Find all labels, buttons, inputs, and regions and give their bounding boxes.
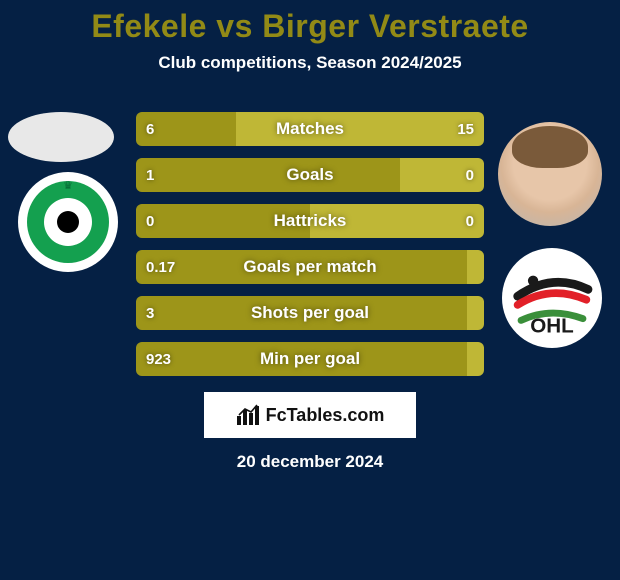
stat-value-left: 3 xyxy=(146,296,154,330)
left-column: ♛ xyxy=(0,112,130,392)
stat-label: Matches xyxy=(136,112,484,146)
player2-hair xyxy=(512,126,588,168)
crown-icon: ♛ xyxy=(63,179,73,192)
right-column: OHL xyxy=(490,112,620,392)
player2-club-badge: OHL xyxy=(502,248,602,348)
main-row: ♛ OHL Ma xyxy=(0,112,620,392)
page-title: Efekele vs Birger Verstraete xyxy=(0,0,620,45)
stat-value-right: 15 xyxy=(457,112,474,146)
ohl-logo-icon: OHL xyxy=(509,255,595,341)
stat-label: Goals per match xyxy=(136,250,484,284)
club1-ring: ♛ xyxy=(27,181,109,263)
stat-bars: Matches615Goals10Hattricks00Goals per ma… xyxy=(136,112,484,388)
comparison-card: Efekele vs Birger Verstraete Club compet… xyxy=(0,0,620,580)
stat-row: Hattricks0 0 xyxy=(136,204,484,238)
player2-avatar xyxy=(498,122,602,226)
watermark-text: FcTables.com xyxy=(266,405,385,426)
club1-center xyxy=(44,198,92,246)
fctables-logo-icon xyxy=(236,404,260,426)
stat-label: Goals xyxy=(136,158,484,192)
stat-row: Goals per match0.17 xyxy=(136,250,484,284)
club1-dot xyxy=(57,211,79,233)
stat-value-left: 0.17 xyxy=(146,250,175,284)
stat-value-left: 923 xyxy=(146,342,171,376)
stat-row: Shots per goal3 xyxy=(136,296,484,330)
watermark: FcTables.com xyxy=(204,392,416,438)
stat-value-left: 0 xyxy=(146,204,154,238)
comparison-date: 20 december 2024 xyxy=(0,452,620,472)
player1-club-badge: ♛ xyxy=(18,172,118,272)
club2-text: OHL xyxy=(530,314,574,337)
stat-row: Goals1 0 xyxy=(136,158,484,192)
stat-value-left: 6 xyxy=(146,112,154,146)
stat-value-right: 0 xyxy=(466,204,474,238)
page-subtitle: Club competitions, Season 2024/2025 xyxy=(0,53,620,73)
stat-value-right: 0 xyxy=(466,158,474,192)
stat-row: Min per goal923 xyxy=(136,342,484,376)
stat-row: Matches6 15 xyxy=(136,112,484,146)
stat-value-left: 1 xyxy=(146,158,154,192)
stat-label: Hattricks xyxy=(136,204,484,238)
stat-label: Shots per goal xyxy=(136,296,484,330)
stat-label: Min per goal xyxy=(136,342,484,376)
player1-avatar xyxy=(8,112,114,162)
